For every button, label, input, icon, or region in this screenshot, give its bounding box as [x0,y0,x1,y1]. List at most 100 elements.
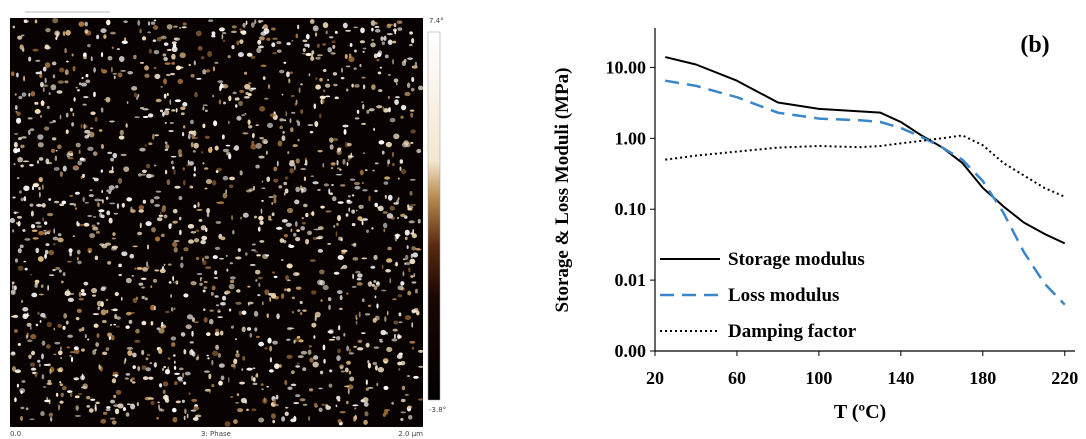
speckle [100,169,103,173]
speckle [170,307,174,312]
speckle [266,313,269,318]
speckle [255,279,258,282]
speckle [353,26,358,29]
speckle [229,262,234,265]
speckle [410,253,413,259]
speckle [284,411,289,417]
speckle [111,66,113,73]
speckle [300,168,307,171]
speckle [66,152,71,158]
speckle [371,227,374,230]
speckle [28,56,32,62]
speckle [170,294,172,298]
speckle [195,256,200,261]
speckle [110,399,116,404]
speckle [179,52,186,59]
speckle [308,388,314,392]
speckle [290,228,293,233]
speckle [137,19,141,26]
speckle [392,328,398,332]
speckle [258,282,261,287]
speckle [246,408,249,412]
speckle [118,135,125,140]
speckle [300,109,304,114]
speckle [283,181,288,186]
speckle [136,96,138,100]
speckle [170,155,177,158]
speckle [374,202,378,208]
speckle [125,311,132,316]
speckle [273,275,278,279]
speckle [13,141,18,148]
speckle [297,121,301,127]
speckle [42,66,47,72]
speckle [250,87,257,90]
speckle [46,105,50,109]
speckle [57,369,63,373]
speckle [141,349,145,356]
speckle [250,375,254,382]
speckle [184,408,187,415]
speckle [60,346,62,351]
speckle [16,111,21,116]
speckle [404,315,412,321]
speckle [409,191,413,196]
speckle [204,388,211,392]
speckle [64,69,69,76]
speckle [325,30,328,35]
speckle [362,103,365,110]
speckle [109,417,116,420]
speckle [25,334,29,339]
speckle [52,74,56,79]
speckle [172,166,175,170]
speckle [100,52,104,58]
speckle [241,368,244,371]
speckle [270,413,276,419]
speckle [42,87,45,92]
speckle [206,69,210,73]
speckle [312,25,319,32]
speckle [295,286,302,290]
speckle [204,187,208,190]
speckle [30,224,36,229]
speckle [142,115,149,119]
speckle [193,60,196,66]
speckle [235,104,238,108]
speckle [53,242,56,246]
speckle [112,73,118,75]
speckle [204,167,209,170]
speckle [193,321,199,324]
speckle [153,196,160,200]
speckle [183,415,186,421]
speckle [38,363,41,367]
speckle [298,87,301,93]
speckle [367,362,372,369]
speckle [232,229,235,235]
speckle [150,304,156,311]
speckle [279,69,285,74]
speckle [403,140,409,146]
speckle [313,402,318,408]
speckle [147,265,150,270]
speckle [202,123,206,129]
speckle [83,281,89,286]
speckle [284,119,287,122]
speckle [133,54,137,60]
speckle [59,203,65,207]
speckle [242,212,249,218]
speckle [397,197,400,201]
speckle [61,385,67,391]
speckle [271,271,276,274]
speckle [409,109,415,112]
speckle [74,395,80,399]
series-line [665,79,1066,306]
speckle [185,324,192,330]
speckle [244,252,248,256]
speckle [335,173,343,176]
speckle [105,298,109,302]
speckle [231,215,234,221]
speckle [29,362,36,367]
speckle [148,142,153,145]
speckle [266,176,271,183]
speckle [21,380,26,383]
